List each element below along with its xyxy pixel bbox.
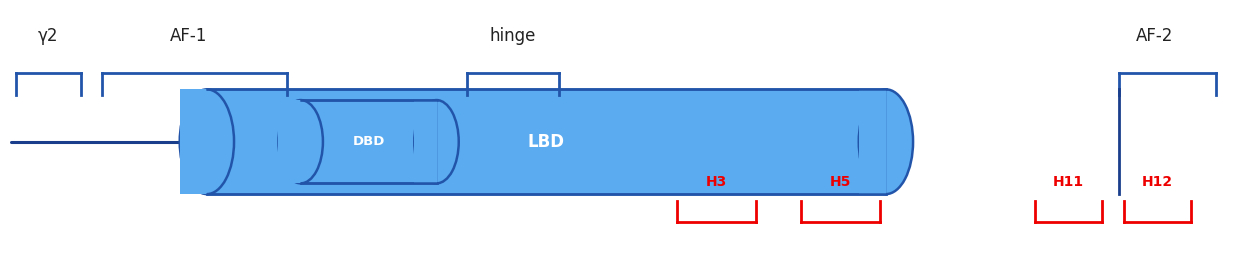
Bar — [859, 89, 886, 194]
Bar — [300, 100, 436, 183]
Text: LBD: LBD — [528, 133, 565, 151]
Text: γ2: γ2 — [37, 27, 58, 45]
Text: H12: H12 — [1142, 175, 1173, 189]
Ellipse shape — [414, 100, 459, 183]
Text: H5: H5 — [829, 175, 850, 189]
Ellipse shape — [859, 89, 913, 194]
Ellipse shape — [179, 89, 234, 194]
Bar — [278, 100, 300, 183]
Text: H11: H11 — [1053, 175, 1084, 189]
Text: AF-2: AF-2 — [1136, 27, 1174, 45]
Text: DBD: DBD — [352, 135, 384, 148]
Bar — [206, 89, 886, 194]
Ellipse shape — [278, 100, 323, 183]
Bar — [179, 89, 206, 194]
Text: hinge: hinge — [489, 27, 536, 45]
Text: H3: H3 — [706, 175, 728, 189]
Bar — [414, 100, 436, 183]
Text: AF-1: AF-1 — [169, 27, 208, 45]
